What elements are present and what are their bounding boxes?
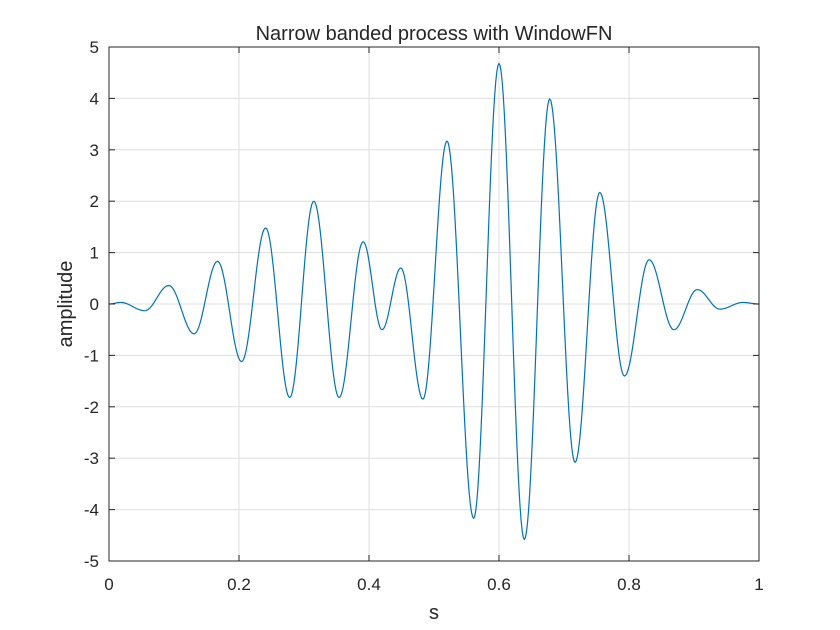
x-axis-label: s <box>429 602 439 624</box>
data-point <box>574 462 575 463</box>
data-point <box>363 241 364 242</box>
data-point <box>289 397 290 398</box>
y-tick-label: 0 <box>90 295 99 314</box>
data-point <box>194 333 195 334</box>
data-point <box>649 259 650 260</box>
data-point <box>599 192 600 193</box>
y-axis-label: amplitude <box>55 261 77 348</box>
data-point <box>719 309 720 310</box>
y-tick-label: -2 <box>84 398 99 417</box>
data-point <box>742 302 743 303</box>
series-line <box>108 62 760 541</box>
y-tick-label: -4 <box>84 501 99 520</box>
y-tick-label: 1 <box>90 244 99 263</box>
x-tick-label: 0 <box>104 575 113 594</box>
y-tick-label: 3 <box>90 141 99 160</box>
data-point <box>313 201 314 202</box>
y-tick-label: 4 <box>90 89 99 108</box>
data-point <box>422 398 423 399</box>
y-tick-label: -3 <box>84 449 99 468</box>
axes-box <box>108 46 760 562</box>
data-point <box>339 397 340 398</box>
data-point <box>673 329 674 330</box>
x-tick-labels: 0 0.2 0.4 0.6 0.8 1 <box>104 575 763 594</box>
data-point <box>400 267 401 268</box>
data-point <box>624 375 625 376</box>
grid-lines <box>108 46 760 562</box>
y-tick-labels: -5 -4 -3 -2 -1 0 1 2 3 4 5 <box>84 38 99 571</box>
x-tick-label: 0.2 <box>227 575 251 594</box>
y-tick-label: -1 <box>84 346 99 365</box>
y-tick-label: 5 <box>90 38 99 57</box>
x-tick-label: 0.8 <box>617 575 641 594</box>
data-point <box>549 98 550 99</box>
data-point <box>120 302 121 303</box>
data-point <box>241 361 242 362</box>
axes <box>108 46 760 562</box>
data-point <box>473 518 474 519</box>
data-point <box>524 539 525 540</box>
y-tick-label: 2 <box>90 192 99 211</box>
data-point <box>168 285 169 286</box>
data-point <box>697 289 698 290</box>
y-tick-label: -5 <box>84 552 99 571</box>
chart-title: Narrow banded process with WindowFN <box>256 23 613 45</box>
series-layer <box>108 62 760 541</box>
data-point <box>446 140 447 141</box>
data-point <box>144 310 145 311</box>
data-point <box>381 329 382 330</box>
data-point <box>498 63 499 64</box>
x-tick-label: 0.4 <box>357 575 381 594</box>
data-point <box>217 261 218 262</box>
data-point <box>265 227 266 228</box>
x-tick-label: 0.6 <box>487 575 511 594</box>
x-tick-label: 1 <box>754 575 763 594</box>
